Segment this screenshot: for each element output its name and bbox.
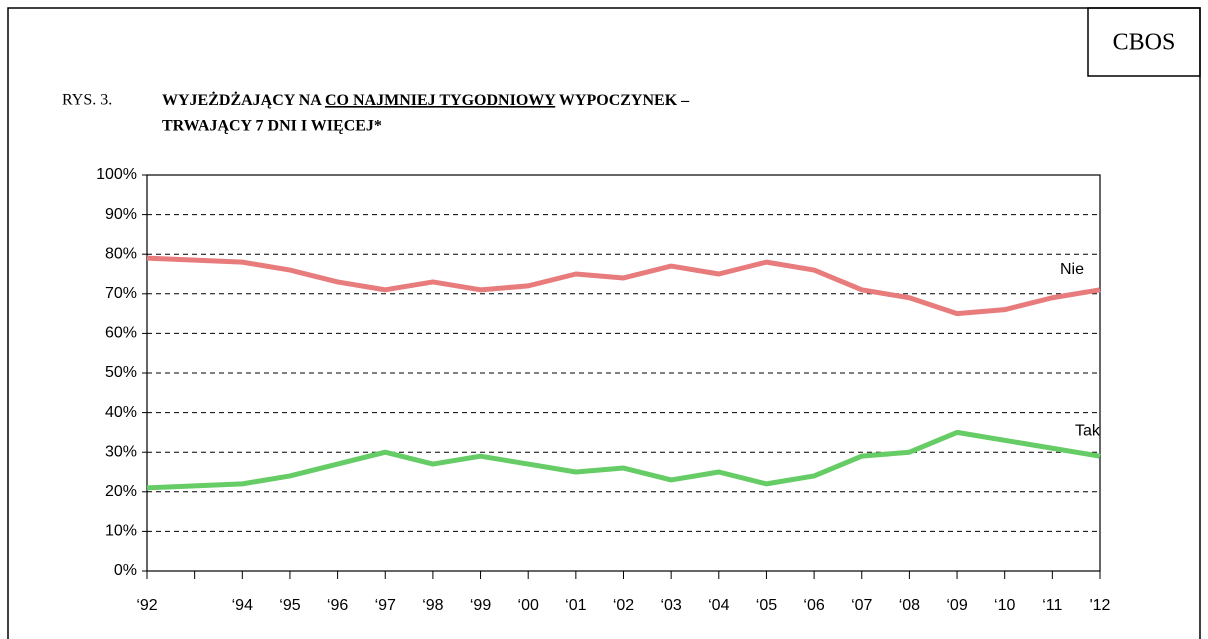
y-tick-label: 0% bbox=[114, 562, 137, 579]
y-tick-label: 100% bbox=[96, 166, 137, 183]
x-tick-label: ‘96 bbox=[327, 597, 348, 614]
y-tick-label: 60% bbox=[105, 325, 137, 342]
page-border bbox=[7, 7, 1201, 639]
chart-title: WYJEŻDŻAJĄCY NA CO NAJMNIEJ TYGODNIOWY W… bbox=[162, 90, 690, 109]
y-tick-label: 10% bbox=[105, 523, 137, 540]
y-tick-label: 50% bbox=[105, 364, 137, 381]
badge: CBOS bbox=[1113, 30, 1176, 56]
series-line bbox=[146, 255, 1101, 317]
x-tick-label: ‘04 bbox=[708, 597, 729, 614]
title-part: WYJEŻDŻAJĄCY NA bbox=[162, 90, 325, 109]
series-label: Nie bbox=[1060, 261, 1084, 278]
y-tick-label: 20% bbox=[105, 483, 137, 500]
x-tick-label: ‘94 bbox=[232, 597, 253, 614]
x-tick-label: ‘95 bbox=[279, 597, 300, 614]
title-part: WYPOCZYNEK – bbox=[555, 92, 690, 109]
x-tick-label: ‘11 bbox=[1042, 597, 1062, 614]
figure-label: RYS. 3. bbox=[62, 92, 112, 109]
x-tick-label: ‘99 bbox=[470, 597, 491, 614]
x-tick-label: ‘08 bbox=[899, 597, 920, 614]
x-tick-label: ‘06 bbox=[803, 597, 824, 614]
x-tick-label: ‘92 bbox=[136, 597, 157, 614]
y-tick-label: 80% bbox=[105, 245, 137, 262]
x-tick-label: ‘09 bbox=[946, 597, 967, 614]
x-tick-label: ‘03 bbox=[660, 597, 681, 614]
y-tick-label: 70% bbox=[105, 285, 137, 302]
y-tick-label: 30% bbox=[105, 443, 137, 460]
x-tick-label: ‘02 bbox=[613, 597, 634, 614]
chart-title: TRWAJĄCY 7 DNI I WIĘCEJ* bbox=[162, 118, 382, 135]
badge-box bbox=[1087, 7, 1201, 77]
x-tick-label: '12 bbox=[1090, 597, 1111, 614]
x-tick-label: ‘98 bbox=[422, 597, 443, 614]
y-tick-label: 90% bbox=[105, 206, 137, 223]
x-tick-label: ‘10 bbox=[994, 597, 1015, 614]
series-label: Tak bbox=[1075, 422, 1101, 439]
x-tick-label: ‘97 bbox=[375, 597, 396, 614]
x-tick-label: ‘07 bbox=[851, 597, 872, 614]
x-tick-label: ‘00 bbox=[518, 597, 539, 614]
x-tick-label: ‘01 bbox=[565, 597, 586, 614]
x-tick-label: ‘05 bbox=[756, 597, 777, 614]
series-line bbox=[146, 429, 1101, 491]
title-part: CO NAJMNIEJ TYGODNIOWY bbox=[325, 92, 556, 109]
y-tick-label: 40% bbox=[105, 404, 137, 421]
